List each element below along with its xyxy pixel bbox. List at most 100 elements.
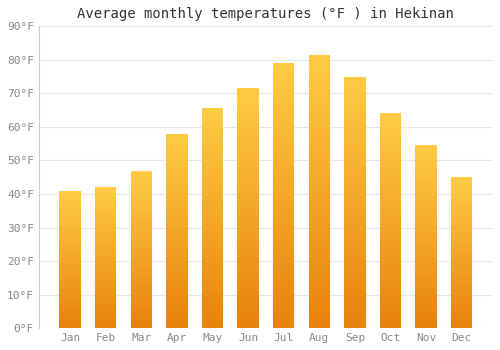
Bar [202,287,223,290]
Bar [166,148,188,150]
Bar [451,321,472,323]
Bar [308,325,330,328]
Bar [166,267,188,270]
Bar [60,325,81,327]
Bar [130,289,152,291]
Bar [238,217,259,220]
Bar [451,213,472,215]
Bar [166,282,188,285]
Bar [344,164,366,168]
Bar [380,132,401,135]
Bar [416,326,437,328]
Bar [202,191,223,194]
Bar [416,266,437,269]
Bar [451,288,472,290]
Bar [95,256,116,258]
Bar [416,234,437,237]
Bar [166,260,188,262]
Bar [60,313,81,314]
Bar [95,224,116,226]
Bar [416,237,437,239]
Bar [166,158,188,160]
Bar [380,116,401,119]
Bar [451,224,472,226]
Bar [308,185,330,188]
Bar [238,136,259,139]
Bar [95,216,116,217]
Bar [60,199,81,201]
Bar [202,117,223,119]
Bar [60,301,81,302]
Bar [60,327,81,328]
Bar [451,196,472,198]
Bar [238,112,259,115]
Bar [166,216,188,219]
Bar [380,124,401,127]
Bar [273,199,294,202]
Bar [130,249,152,251]
Bar [130,222,152,224]
Bar [380,269,401,272]
Bar [238,160,259,163]
Bar [273,86,294,90]
Bar [202,284,223,287]
Bar [308,188,330,191]
Bar [60,259,81,261]
Bar [308,280,330,284]
Bar [308,294,330,298]
Bar [380,162,401,164]
Bar [238,223,259,226]
Bar [238,268,259,271]
Bar [238,322,259,325]
Bar [273,242,294,245]
Bar [60,263,81,265]
Bar [344,303,366,306]
Bar [130,180,152,182]
Bar [60,194,81,196]
Bar [166,195,188,197]
Bar [166,309,188,311]
Bar [344,102,366,105]
Bar [60,234,81,235]
Bar [380,156,401,159]
Bar [130,196,152,198]
Bar [344,196,366,199]
Bar [380,175,401,178]
Bar [130,226,152,228]
Bar [451,243,472,245]
Bar [451,249,472,251]
Bar [380,173,401,175]
Bar [273,159,294,162]
Bar [273,205,294,209]
Bar [238,214,259,217]
Bar [130,261,152,263]
Bar [344,250,366,253]
Bar [344,127,366,130]
Bar [451,287,472,288]
Bar [60,284,81,285]
Bar [380,290,401,293]
Bar [308,195,330,198]
Bar [416,232,437,234]
Bar [95,314,116,316]
Bar [130,216,152,218]
Bar [273,123,294,126]
Bar [202,207,223,210]
Bar [130,285,152,287]
Bar [166,296,188,299]
Bar [95,201,116,203]
Bar [344,177,366,180]
Bar [238,163,259,166]
Bar [344,228,366,231]
Bar [130,186,152,188]
Bar [166,173,188,175]
Bar [130,244,152,245]
Bar [308,229,330,232]
Bar [166,275,188,277]
Bar [380,221,401,224]
Bar [202,251,223,254]
Bar [308,55,330,58]
Bar [130,188,152,190]
Bar [451,279,472,281]
Bar [60,289,81,290]
